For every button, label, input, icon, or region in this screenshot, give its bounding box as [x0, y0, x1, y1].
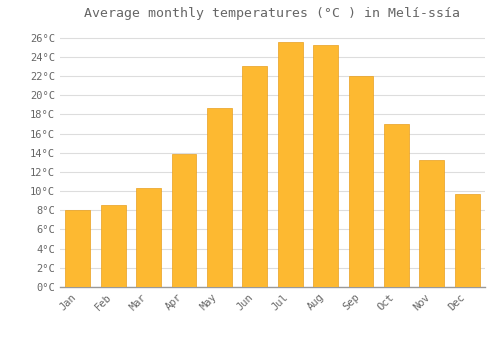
- Bar: [66, 210, 90, 287]
- Bar: [242, 66, 267, 287]
- Bar: [172, 154, 196, 287]
- Bar: [278, 42, 302, 287]
- Bar: [455, 194, 479, 287]
- Bar: [100, 205, 126, 287]
- Title: Average monthly temperatures (°C ) in Melí­ssía: Average monthly temperatures (°C ) in Me…: [84, 7, 460, 20]
- Bar: [313, 45, 338, 287]
- Bar: [348, 76, 374, 287]
- Bar: [384, 124, 409, 287]
- Bar: [207, 107, 232, 287]
- Bar: [136, 188, 161, 287]
- Bar: [420, 160, 444, 287]
